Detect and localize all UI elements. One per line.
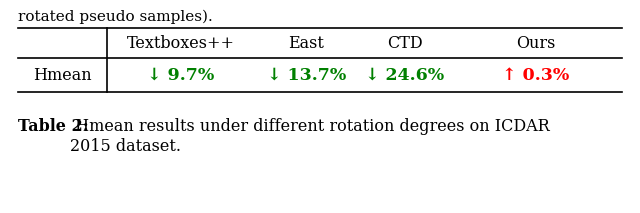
Text: ↓ 24.6%: ↓ 24.6% <box>365 66 444 83</box>
Text: Hmean: Hmean <box>33 66 92 83</box>
Text: Table 2:: Table 2: <box>18 118 89 135</box>
Text: Ours: Ours <box>516 35 556 52</box>
Text: rotated pseudo samples).: rotated pseudo samples). <box>18 10 212 24</box>
Text: ↑ 0.3%: ↑ 0.3% <box>502 66 570 83</box>
Text: ↓ 13.7%: ↓ 13.7% <box>267 66 346 83</box>
Text: Textboxes++: Textboxes++ <box>127 35 234 52</box>
Text: East: East <box>289 35 324 52</box>
Text: ↓ 9.7%: ↓ 9.7% <box>147 66 214 83</box>
Text: Hmean results under different rotation degrees on ICDAR
2015 dataset.: Hmean results under different rotation d… <box>70 118 550 155</box>
Text: CTD: CTD <box>387 35 422 52</box>
